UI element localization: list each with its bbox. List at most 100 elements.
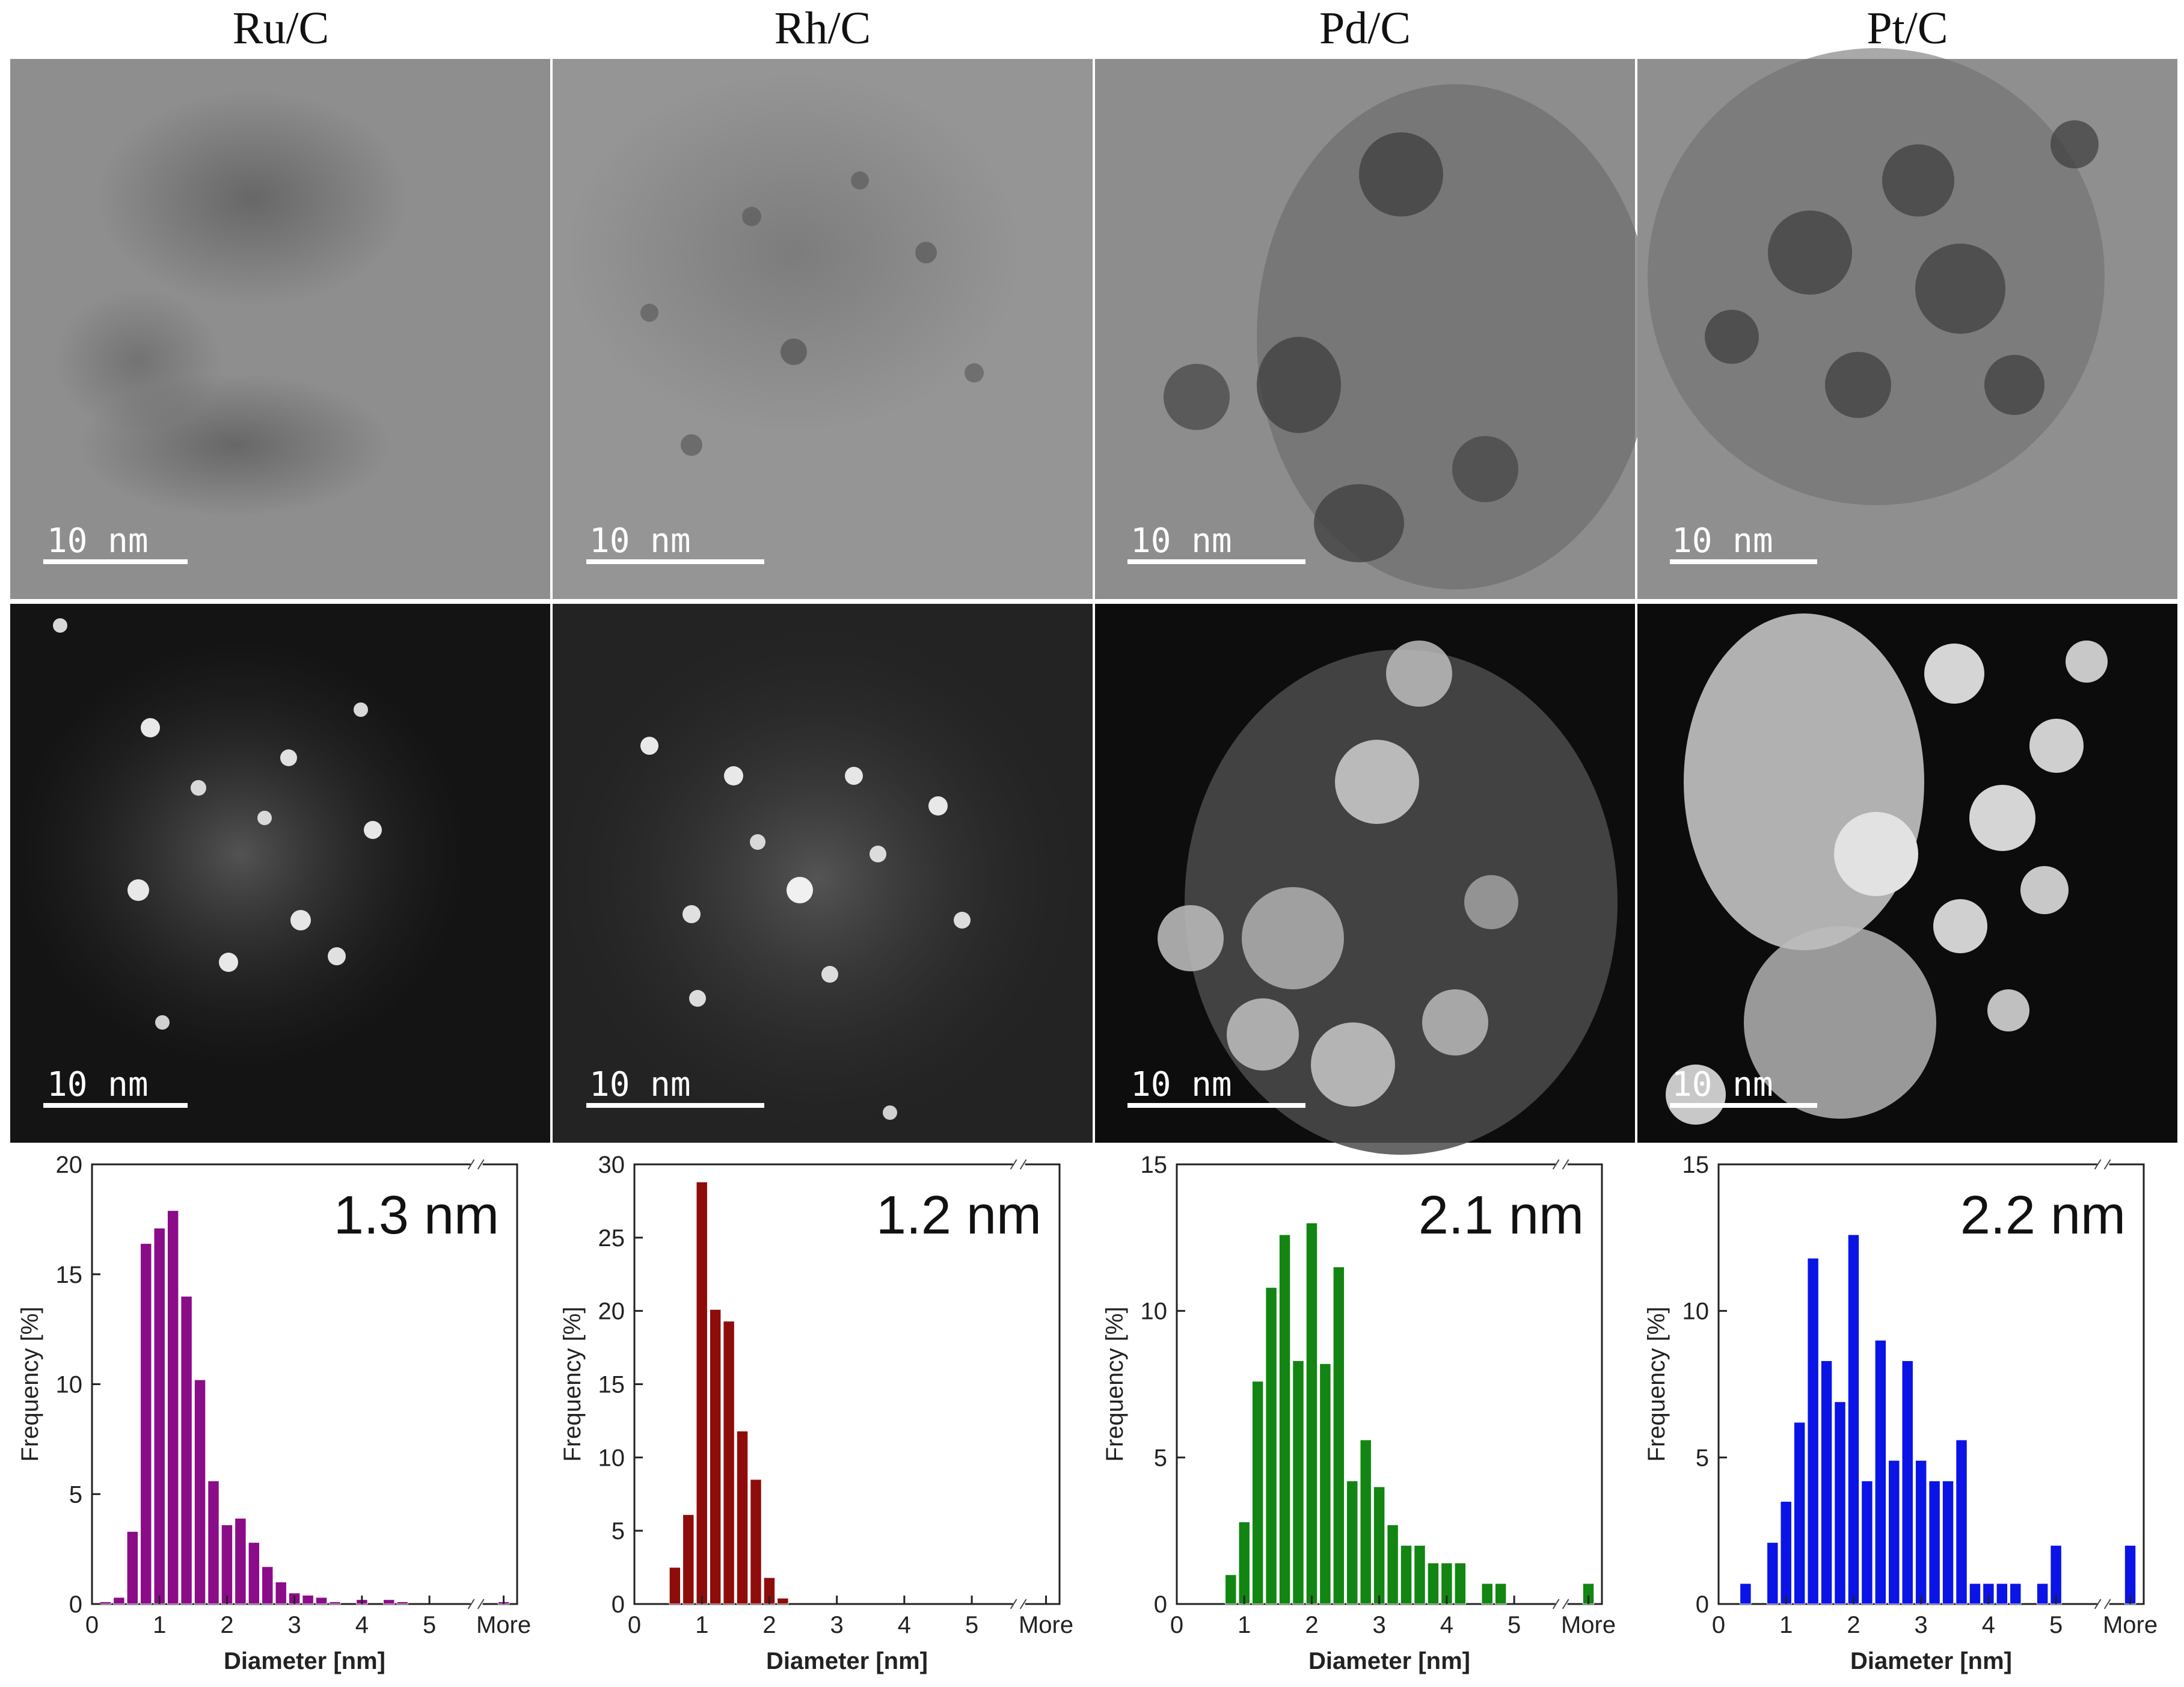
mean-size-label: 1.3 nm [334,1185,499,1246]
x-tick-label: 4 [355,1612,369,1638]
y-tick-label: 10 [1141,1298,1168,1325]
x-axis-label: Diameter [nm] [1308,1648,1470,1674]
mean-size-label: 2.1 nm [1419,1185,1584,1246]
histogram-bar [113,1597,125,1605]
axis-break-mark [477,1159,485,1170]
x-tick-label: More [476,1612,531,1638]
x-tick-label: 3 [1915,1612,1928,1638]
y-tick-label: 15 [56,1262,83,1288]
x-axis-label: Diameter [nm] [766,1648,928,1674]
x-axis-label: Diameter [nm] [1850,1648,2012,1674]
scale-bar-label-tem-ru: 10 nm [47,521,149,561]
histogram-bar [1888,1460,1900,1605]
histogram-bar [736,1430,749,1605]
histogram-bar [682,1514,695,1605]
axis-break-mark [2103,1159,2111,1170]
x-tick-label: 5 [2049,1612,2063,1638]
histogram-bar [1780,1501,1792,1605]
x-tick-label: More [2103,1612,2158,1638]
y-tick-label: 30 [598,1152,625,1178]
histogram-bar [2036,1583,2049,1605]
x-tick-label: 2 [1847,1612,1860,1638]
histogram-bar [248,1542,260,1605]
histogram-bar [1767,1542,1779,1605]
histogram-bar [1901,1360,1913,1605]
x-tick-label: 1 [1238,1612,1251,1638]
histogram-bar [1847,1234,1860,1605]
column-titles: Ru/C Rh/C Pd/C Pt/C [233,3,1948,54]
x-tick-label: 0 [85,1612,99,1638]
axis-break-mark [1019,1159,1027,1170]
y-tick-label: 20 [56,1152,83,1178]
histogram-bar [709,1309,722,1605]
haadf-image-pd: 10 nm [1095,604,1635,1155]
x-tick-label: 0 [1712,1612,1725,1638]
histogram-bar [1874,1339,1887,1605]
tem-image-rh: 10 nm [553,59,1093,599]
histogram-bar [275,1581,287,1605]
y-tick-label: 15 [1141,1152,1168,1178]
haadf-row: 10 nm 10 nm [10,604,2177,1155]
axis-break-mark [467,1159,475,1170]
histogram-bar [235,1517,247,1605]
scale-bar-label-tem-rh: 10 nm [589,521,691,561]
axis-break-mark [1562,1159,1569,1170]
y-tick-label: 5 [612,1518,625,1544]
axis-break-mark [1010,1159,1017,1170]
x-tick-label: 1 [695,1612,708,1638]
histogram-bar [1996,1583,2008,1605]
histogram-bar [99,1601,112,1605]
histogram-bar [302,1594,314,1605]
x-tick-label: 3 [830,1612,844,1638]
histogram-bar [1834,1401,1846,1605]
histogram-bar [1333,1267,1345,1605]
histogram-rh: 0 5 10 15 20 25 30 0 1 2 3 4 5 More Diameter [nm] Frequ… [559,1152,1073,1674]
histogram-bar [723,1321,735,1605]
x-tick-label: 5 [423,1612,436,1638]
y-tick-label: 10 [1682,1298,1710,1325]
histogram-bar [1265,1287,1277,1605]
histogram-bar [1373,1486,1385,1605]
y-tick-label: 5 [1696,1445,1709,1471]
histogram-ru: 0 5 10 15 20 0 1 2 3 4 5 More Diameter [nm] Frequency… [17,1152,531,1674]
histogram-bar [1278,1234,1291,1605]
histogram-bar [262,1566,274,1605]
axis-break-mark [1019,1599,1027,1609]
haadf-image-ru: 10 nm [10,604,550,1143]
x-tick-label: 2 [762,1612,776,1638]
histogram-bar [2010,1583,2022,1605]
column-title-ru: Ru/C [233,3,330,54]
haadf-image-rh: 10 nm [553,604,1093,1143]
y-axis-label: Frequency [%] [1643,1307,1670,1462]
y-tick-label: 5 [1154,1445,1167,1471]
column-title-pt: Pt/C [1867,3,1948,54]
histogram-bar [1861,1480,1873,1605]
x-tick-label: 0 [1170,1612,1183,1638]
x-tick-label: 1 [153,1612,166,1638]
histogram-bar [696,1181,708,1605]
x-tick-label: 5 [965,1612,978,1638]
histogram-bar [153,1228,165,1605]
y-tick-label: 0 [612,1591,625,1618]
x-tick-label: More [1019,1612,1073,1638]
column-title-rh: Rh/C [775,3,871,54]
scale-bar-label-haadf-ru: 10 nm [47,1065,149,1104]
mean-size-label: 1.2 nm [876,1185,1041,1246]
y-tick-label: 20 [598,1298,625,1325]
histogram-bar [1238,1522,1250,1605]
histogram-bar [315,1597,328,1605]
tem-image-pd: 10 nm [1095,59,1654,599]
histogram-bar [1481,1583,1493,1605]
scale-bar-label-tem-pd: 10 nm [1130,521,1232,561]
histogram-bar [1454,1563,1467,1605]
histogram-bar [1807,1258,1819,1605]
x-tick-label: 4 [898,1612,911,1638]
y-tick-label: 5 [69,1481,82,1508]
histogram-bar [1820,1360,1833,1605]
histogram-bar [1292,1360,1304,1605]
x-tick-label: 5 [1508,1612,1521,1638]
axis-break-mark [1552,1159,1560,1170]
axis-break-mark [2094,1599,2102,1609]
column-title-pd: Pd/C [1319,3,1411,54]
